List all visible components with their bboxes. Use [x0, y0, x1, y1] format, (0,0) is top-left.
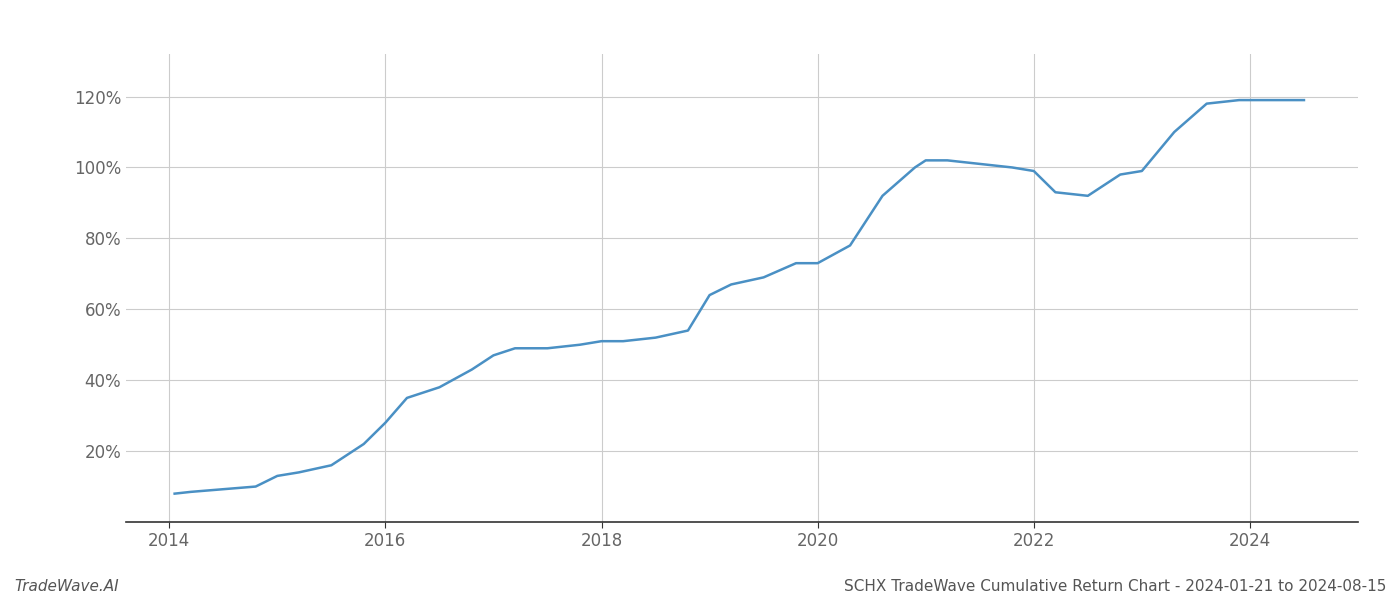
Text: TradeWave.AI: TradeWave.AI [14, 579, 119, 594]
Text: SCHX TradeWave Cumulative Return Chart - 2024-01-21 to 2024-08-15: SCHX TradeWave Cumulative Return Chart -… [844, 579, 1386, 594]
